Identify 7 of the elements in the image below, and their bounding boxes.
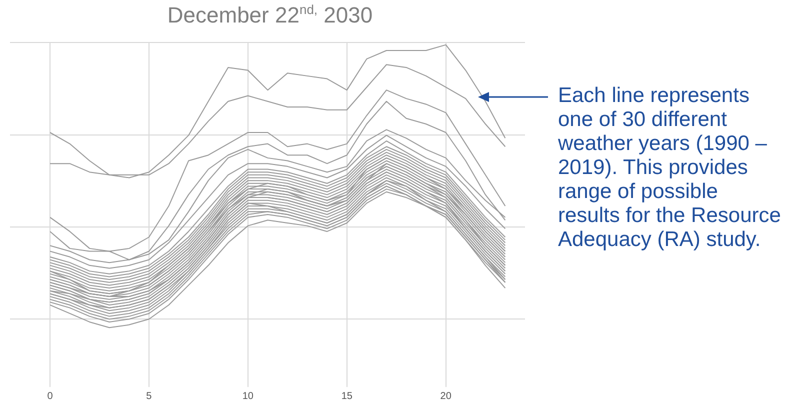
x-tick-label: 20 xyxy=(440,390,452,402)
text: Each line represents one of 30 different weather years (1990 – 2019). This provides range of possible results for the Resource Adequacy (RA) study. xyxy=(558,84,782,252)
x-tick-label: 0 xyxy=(47,390,54,402)
chart-title: December 22$^{nd,}$ 2030 xyxy=(166,2,374,28)
x-tick-label: 5 xyxy=(146,390,152,402)
x-tick-label: 15 xyxy=(341,390,353,402)
x-tick-label: 10 xyxy=(242,390,254,402)
